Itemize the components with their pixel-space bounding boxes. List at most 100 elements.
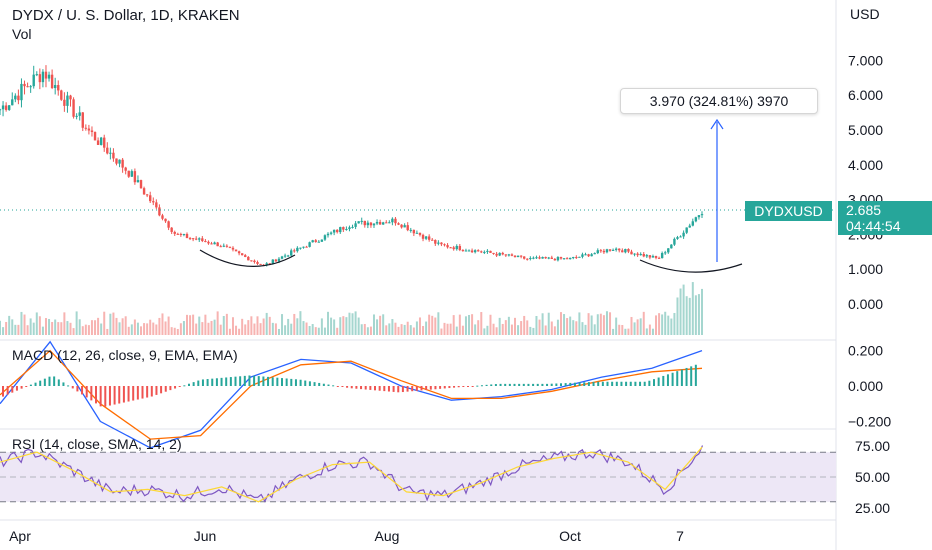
volume-bar <box>492 323 495 335</box>
volume-bar <box>363 323 366 335</box>
volume-bar <box>474 324 477 335</box>
candle-body <box>455 245 458 250</box>
candle-body <box>201 238 204 242</box>
candle-body <box>642 253 645 257</box>
volume-bar <box>277 328 280 335</box>
currency-label: USD <box>850 6 880 22</box>
volume-bar <box>566 318 569 335</box>
volume-bar <box>44 318 47 335</box>
volume-bar <box>507 316 510 335</box>
candle-body <box>63 99 66 106</box>
candle-body <box>492 252 495 254</box>
candle-body <box>188 238 192 240</box>
volume-bar <box>23 314 26 335</box>
candle-body <box>700 214 704 216</box>
price-pane[interactable] <box>0 65 836 335</box>
candle-body <box>682 232 685 237</box>
candle-body <box>41 71 45 83</box>
candle-body <box>418 232 422 235</box>
candle-body <box>427 236 431 240</box>
macd-pane[interactable] <box>0 340 703 449</box>
volume-bar <box>48 318 51 335</box>
macd-histogram-bar <box>504 383 507 386</box>
macd-histogram-bar <box>690 366 693 386</box>
macd-histogram-bar <box>229 377 232 386</box>
volume-bar <box>578 312 581 335</box>
volume-bar <box>152 322 155 335</box>
volume-bar <box>385 325 388 335</box>
candle-body <box>565 258 569 260</box>
candle-body <box>339 227 342 233</box>
macd-histogram-bar <box>346 386 349 388</box>
volume-bar <box>284 325 287 335</box>
candle-body <box>158 207 161 216</box>
volume-bar <box>587 313 590 335</box>
candle-body <box>7 105 11 110</box>
candle-body <box>329 232 333 234</box>
volume-bar <box>235 325 238 335</box>
candle-body <box>360 220 363 222</box>
candle-body <box>293 250 296 252</box>
volume-bar <box>69 322 72 335</box>
candle-body <box>320 239 324 242</box>
candle-body <box>194 238 198 240</box>
candle-body <box>495 253 498 256</box>
candle-body <box>152 201 155 203</box>
candle-body <box>584 254 587 256</box>
candle-body <box>480 251 483 253</box>
candle-body <box>228 246 232 248</box>
measure-label[interactable]: 3.970 (324.81%) 3970 <box>620 88 818 114</box>
volume-bar <box>302 321 305 335</box>
macd-histogram-bar <box>439 386 442 389</box>
candle-body <box>412 229 416 234</box>
candle-body <box>170 227 173 232</box>
volume-bar <box>449 323 452 335</box>
volume-bar <box>584 324 587 335</box>
volume-bar <box>336 327 339 335</box>
candle-body <box>519 255 523 257</box>
macd-histogram-bar <box>76 386 79 392</box>
candle-body <box>467 250 471 252</box>
volume-bar <box>216 311 219 335</box>
volume-bar <box>207 322 210 335</box>
candle-body <box>26 86 29 88</box>
macd-histogram-bar <box>304 380 307 386</box>
volume-bar <box>26 325 29 335</box>
macd-histogram-bar <box>467 386 469 387</box>
candle-body <box>688 225 691 228</box>
macd-histogram-bar <box>313 382 316 386</box>
macd-histogram-bar <box>629 381 632 386</box>
macd-histogram-bar <box>671 372 674 386</box>
candle-body <box>470 250 474 253</box>
volume-bar <box>100 323 103 335</box>
volume-bar <box>642 311 645 335</box>
candle-body <box>526 258 529 260</box>
macd-histogram-bar <box>560 383 562 386</box>
volume-bar <box>333 319 336 335</box>
candle-body <box>115 158 118 164</box>
candle-body <box>93 132 97 141</box>
volume-bar <box>133 319 136 335</box>
volume-bar <box>348 312 351 335</box>
volume-bar <box>366 327 369 335</box>
volume-bar <box>238 328 241 335</box>
candle-body <box>240 253 244 256</box>
volume-bar <box>63 312 66 335</box>
candle-body <box>538 257 541 259</box>
macd-histogram-bar <box>299 379 302 386</box>
candle-body <box>265 263 268 265</box>
macd-histogram-bar <box>178 386 181 387</box>
volume-bar <box>293 313 296 335</box>
candle-body <box>14 95 17 100</box>
rsi-pane[interactable] <box>0 445 836 503</box>
candle-body <box>489 250 492 253</box>
candle-body <box>532 257 535 259</box>
macd-histogram-bar <box>174 386 177 389</box>
macd-histogram-bar <box>132 386 135 401</box>
rsi-label: RSI (14, close, SMA, 14, 2) <box>12 436 182 452</box>
candle-body <box>69 95 72 100</box>
volume-bar <box>323 327 326 335</box>
candle-body <box>385 222 388 224</box>
candle-body <box>477 250 480 252</box>
